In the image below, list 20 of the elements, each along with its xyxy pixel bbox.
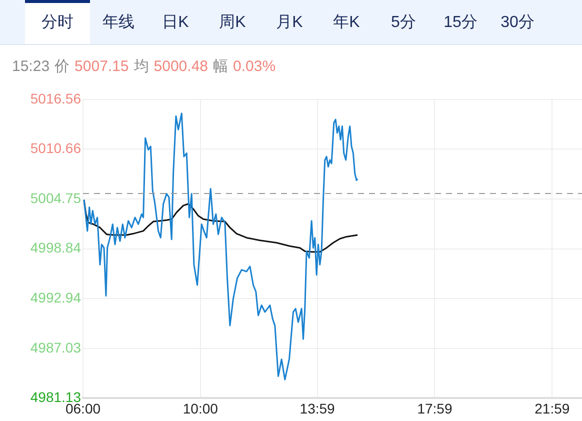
text: 15分	[442, 13, 478, 33]
y-tick-label: 5016.56	[30, 90, 82, 106]
text: 周K	[218, 13, 247, 33]
y-tick-label: 5010.66	[30, 140, 82, 156]
x-tick-label: 13:59	[300, 400, 336, 416]
text: 分时	[25, 0, 90, 44]
y-tick-label: 4992.94	[30, 289, 82, 306]
x-tick-label: 10:00	[182, 400, 218, 416]
y-tick-label: 4998.84	[30, 240, 82, 256]
text: 年K	[332, 13, 361, 33]
text: 30分	[500, 13, 536, 33]
text: 月K	[275, 13, 304, 33]
text: 日K	[161, 13, 190, 33]
text: 年线	[102, 12, 136, 33]
x-tick-label: 21:59	[534, 400, 570, 416]
y-tick-label: 5004.75	[30, 190, 82, 206]
y-tick-label: 4987.03	[30, 339, 82, 356]
text: 5分	[390, 13, 417, 33]
chart-subtitle: 15:23 价 5007.15 均 5000.48 幅 0.03%	[12, 58, 276, 75]
x-tick-label: 17:59	[417, 400, 452, 416]
